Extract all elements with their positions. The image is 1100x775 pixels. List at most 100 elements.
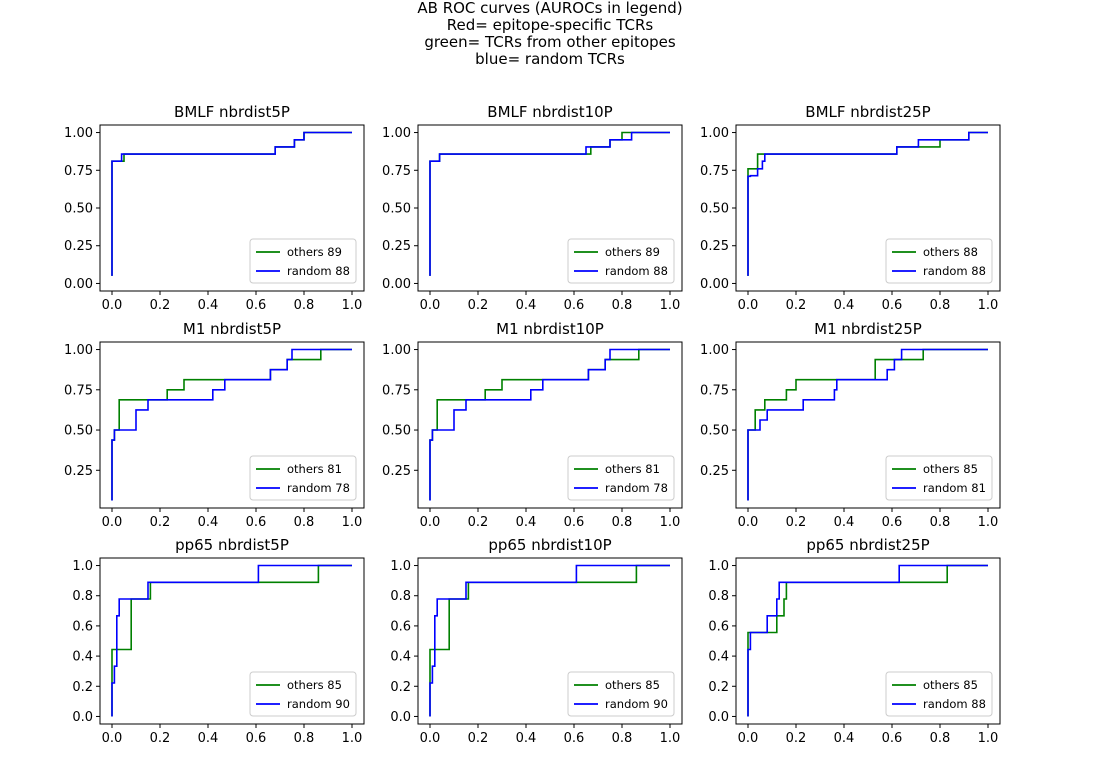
y-tick-label: 0.50	[382, 202, 411, 217]
subplot-9: pp65 nbrdist25P 0.0 0.2 0.4 0.6 0.8 1.0 0.0 0.2 0…	[708, 536, 1001, 746]
x-tick-label: 0.6	[564, 298, 585, 313]
y-tick-label: 1.00	[382, 343, 411, 358]
subplot-title: M1 nbrdist5P	[183, 320, 281, 338]
x-tick-label: 1.0	[342, 298, 363, 313]
figure-title-line: blue= random TCRs	[475, 50, 625, 68]
x-tick-label: 0.0	[102, 298, 123, 313]
y-tick-label: 0.2	[72, 680, 93, 695]
x-tick-label: 1.0	[978, 731, 999, 746]
y-tick-label: 0.0	[708, 710, 729, 725]
x-tick-label: 1.0	[342, 731, 363, 746]
y-tick-label: 0.75	[382, 383, 411, 398]
legend: others 85 random 90	[249, 671, 357, 717]
legend-label: random 88	[605, 264, 668, 278]
x-tick-label: 0.8	[294, 731, 315, 746]
x-tick-label: 0.2	[786, 731, 807, 746]
legend-box	[567, 238, 675, 284]
legend: others 88 random 88	[885, 238, 993, 284]
subplot-title: M1 nbrdist25P	[814, 320, 922, 338]
x-tick-label: 0.8	[612, 515, 633, 530]
x-tick-label: 0.8	[294, 298, 315, 313]
axes-frame	[735, 557, 1001, 725]
y-tick-label: 1.00	[382, 126, 411, 141]
x-tick-label: 1.0	[342, 515, 363, 530]
y-tick-label: 0.0	[390, 710, 411, 725]
legend-box	[567, 671, 675, 717]
x-tick-label: 0.2	[786, 298, 807, 313]
x-tick-label: 0.4	[834, 515, 855, 530]
y-tick-label: 0.75	[700, 164, 729, 179]
x-tick-label: 1.0	[660, 731, 681, 746]
legend-label: others 88	[923, 245, 978, 259]
y-tick-label: 1.0	[390, 559, 411, 574]
x-tick-label: 0.6	[246, 731, 267, 746]
x-tick-label: 0.0	[738, 298, 759, 313]
axes-frame	[735, 341, 1001, 509]
x-tick-label: 0.6	[246, 515, 267, 530]
y-tick-label: 0.4	[390, 650, 411, 665]
subplot-title: M1 nbrdist10P	[496, 320, 604, 338]
axes-frame	[99, 341, 365, 509]
legend-label: random 88	[923, 264, 986, 278]
x-tick-label: 0.6	[564, 515, 585, 530]
x-tick-label: 0.0	[420, 298, 441, 313]
subplot-title: BMLF nbrdist10P	[487, 103, 612, 121]
x-tick-label: 0.2	[786, 515, 807, 530]
x-tick-label: 0.0	[420, 731, 441, 746]
legend-box	[885, 455, 993, 501]
x-tick-label: 0.4	[198, 515, 219, 530]
legend-box	[885, 671, 993, 717]
legend: others 85 random 81	[885, 455, 993, 501]
y-tick-label: 0.00	[700, 277, 729, 292]
subplot-title: pp65 nbrdist25P	[806, 536, 929, 554]
y-tick-label: 0.75	[64, 383, 93, 398]
legend-label: others 81	[605, 462, 660, 476]
y-tick-label: 0.4	[72, 650, 93, 665]
x-tick-label: 0.8	[930, 298, 951, 313]
subplot-5: M1 nbrdist10P 0.0 0.2 0.4 0.6 0.8 1.0 0.25 0.50 0…	[382, 320, 683, 530]
y-tick-label: 0.4	[708, 650, 729, 665]
legend-label: others 85	[923, 678, 978, 692]
y-tick-label: 0.6	[72, 619, 93, 634]
legend-label: random 90	[605, 697, 668, 711]
x-tick-label: 0.4	[834, 731, 855, 746]
legend-label: others 81	[287, 462, 342, 476]
axes-frame	[417, 341, 683, 509]
y-tick-label: 0.25	[382, 239, 411, 254]
legend-label: random 78	[605, 481, 668, 495]
x-tick-label: 0.6	[882, 515, 903, 530]
y-tick-label: 0.75	[382, 164, 411, 179]
legend-label: others 89	[605, 245, 660, 259]
x-tick-label: 0.0	[102, 515, 123, 530]
y-tick-label: 0.25	[382, 464, 411, 479]
legend: others 85 random 90	[567, 671, 675, 717]
y-tick-label: 1.00	[700, 343, 729, 358]
y-tick-label: 0.2	[390, 680, 411, 695]
roc-curve-random	[747, 348, 988, 501]
roc-curve-random	[429, 131, 670, 276]
legend-label: others 85	[605, 678, 660, 692]
y-tick-label: 0.8	[72, 589, 93, 604]
figure-title-line: AB ROC curves (AUROCs in legend)	[417, 0, 683, 17]
x-tick-label: 1.0	[660, 298, 681, 313]
x-tick-label: 0.4	[834, 298, 855, 313]
y-tick-label: 0.25	[700, 239, 729, 254]
axes-frame	[99, 557, 365, 725]
y-tick-label: 0.50	[700, 424, 729, 439]
legend-label: random 88	[923, 697, 986, 711]
x-tick-label: 1.0	[978, 298, 999, 313]
legend-label: others 85	[923, 462, 978, 476]
x-tick-label: 0.2	[468, 298, 489, 313]
subplot-7: pp65 nbrdist5P 0.0 0.2 0.4 0.6 0.8 1.0 0.0 0.2 0.…	[72, 536, 365, 746]
roc-curve-random	[429, 348, 670, 501]
y-tick-label: 0.50	[382, 424, 411, 439]
legend: others 81 random 78	[567, 455, 675, 501]
x-tick-label: 0.8	[930, 515, 951, 530]
y-tick-label: 0.8	[708, 589, 729, 604]
legend-label: random 90	[287, 697, 350, 711]
x-tick-label: 0.2	[150, 298, 171, 313]
y-tick-label: 0.00	[64, 277, 93, 292]
legend: others 89 random 88	[567, 238, 675, 284]
legend-label: random 81	[923, 481, 986, 495]
figure-title-line: Red= epitope-specific TCRs	[446, 16, 654, 34]
